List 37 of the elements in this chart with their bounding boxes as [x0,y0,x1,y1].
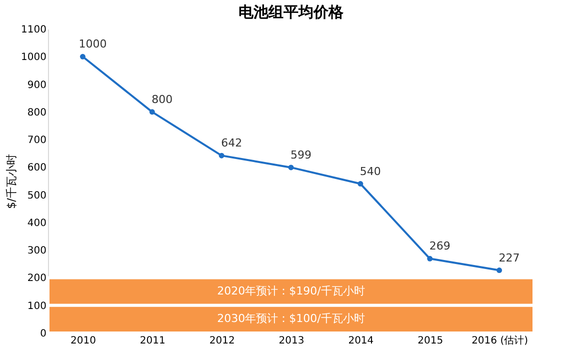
point [358,181,364,186]
chart-title: 电池组平均价格 [238,3,344,21]
data-label: 800 [152,92,173,106]
y-tick-label: 500 [27,190,46,202]
y-tick-label: 700 [27,135,46,146]
y-tick-label: 300 [27,246,46,257]
data-label: 227 [498,251,520,264]
y-tick-label: 400 [27,218,46,229]
data-label: 642 [221,136,242,150]
data-label: 599 [290,148,312,162]
point [80,54,86,60]
data-label: 540 [360,164,381,178]
y-tick-label: 1100 [21,24,46,36]
y-tick-label: 800 [27,107,46,118]
point [427,256,433,262]
x-tick-label: 2014 [348,336,374,346]
band-label: 2020年预计：$190/千瓦小时 [217,284,365,298]
x-tick-label: 2016 (估计) [472,334,528,346]
band-label: 2030年预计：$100/千瓦小时 [217,312,365,326]
point [496,268,502,273]
y-tick-label: 900 [27,80,46,91]
point [149,109,155,115]
x-tick-label: 2010 [70,336,96,346]
data-label: 1000 [78,38,107,51]
y-tick-label: 1000 [21,52,46,64]
x-tick-label: 2015 [418,336,444,346]
x-tick-label: 2012 [209,336,235,346]
y-tick-label: 200 [27,273,46,284]
y-tick-label: 100 [27,300,46,312]
point [288,164,294,170]
y-axis-title: $/千瓦小时 [5,154,18,209]
y-tick-label: 600 [27,162,46,174]
data-label: 269 [429,240,450,253]
point [218,152,224,158]
x-tick-label: 2013 [278,336,304,346]
x-tick-label: 2011 [140,336,166,346]
y-tick-label: 0 [40,328,46,340]
